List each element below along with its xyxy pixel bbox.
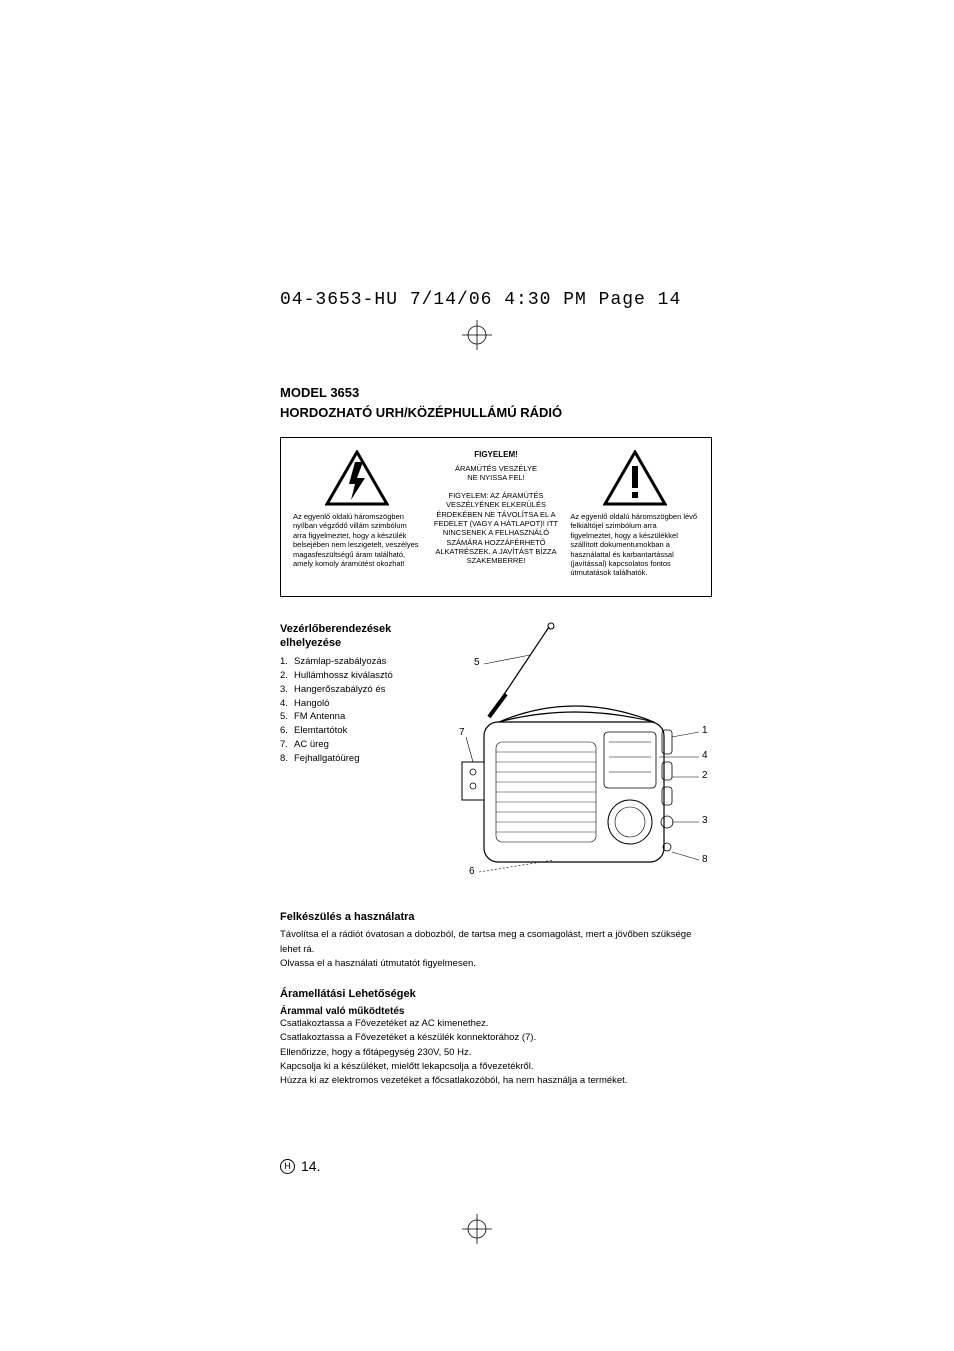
controls-item-label: Hangoló — [294, 698, 329, 709]
model-title: HORDOZHATÓ URH/KÖZÉPHULLÁMÚ RÁDIÓ — [280, 403, 904, 423]
controls-title-2: elhelyezése — [280, 637, 341, 649]
controls-title-1: Vezérlőberendezések — [280, 623, 391, 635]
prep-p2: Olvassa el a használati útmutatót figyel… — [280, 957, 712, 971]
radio-diagram: 5 7 6 1 4 2 3 8 — [444, 622, 712, 892]
controls-list: 1.Számlap-szabályozás 2.Hullámhossz kivá… — [280, 655, 430, 765]
lang-badge: H — [280, 1159, 295, 1174]
callout-8: 8 — [702, 854, 708, 865]
warning-center-sub1: ÁRAMÜTÉS VESZÉLYE — [432, 464, 561, 473]
cropmark-top — [50, 320, 904, 353]
controls-item-label: Számlap-szabályozás — [294, 656, 386, 667]
power-l5: Húzza ki az elektromos vezetéket a főcsa… — [280, 1074, 712, 1088]
warning-right: Az egyenlő oldalú háromszögben lévő felk… — [570, 450, 699, 578]
power-l3: Ellenőrizze, hogy a főtápegység 230V, 50… — [280, 1046, 712, 1060]
warning-right-text: Az egyenlő oldalú háromszögben lévő felk… — [570, 512, 699, 578]
model-number: MODEL 3653 — [280, 383, 904, 403]
callout-5: 5 — [474, 657, 480, 668]
callout-3: 3 — [702, 815, 708, 826]
controls-item-label: Hangerőszabályzó és — [294, 684, 385, 695]
page-footer: H 14. — [280, 1158, 904, 1174]
controls-item-label: AC üreg — [294, 739, 329, 750]
controls-item-num: 2. — [280, 669, 294, 683]
controls-column: Vezérlőberendezések elhelyezése 1.Számla… — [280, 622, 430, 892]
prep-p1: Távolítsa el a rádiót óvatosan a dobozbó… — [280, 928, 712, 957]
callout-2: 2 — [702, 770, 708, 781]
power-l1: Csatlakoztassa a Fővezetéket az AC kimen… — [280, 1017, 712, 1031]
power-title: Áramellátási Lehetőségek — [280, 987, 712, 1002]
warning-box: Az egyenlő oldalú háromszögben nyílban v… — [280, 437, 712, 597]
callout-6: 6 — [469, 866, 475, 877]
cropmark-bottom — [50, 1214, 904, 1247]
controls-item-label: Hullámhossz kiválasztó — [294, 670, 393, 681]
warning-center: FIGYELEM! ÁRAMÜTÉS VESZÉLYE NE NYISSA FE… — [432, 450, 561, 578]
controls-item-num: 7. — [280, 738, 294, 752]
callout-7: 7 — [459, 727, 465, 738]
callout-1: 1 — [702, 725, 708, 736]
model-block: MODEL 3653 HORDOZHATÓ URH/KÖZÉPHULLÁMÚ R… — [280, 383, 904, 422]
prep-title: Felkészülés a használatra — [280, 910, 712, 925]
power-sub: Árammal való működtetés — [280, 1006, 712, 1017]
controls-item-label: Elemtartótok — [294, 725, 347, 736]
warning-center-sub2: NE NYISSA FEL! — [432, 473, 561, 482]
callout-4: 4 — [702, 750, 708, 761]
power-l4: Kapcsolja ki a készüléket, mielőtt lekap… — [280, 1060, 712, 1074]
controls-item-num: 5. — [280, 710, 294, 724]
power-l2: Csatlakoztassa a Fővezetéket a készülék … — [280, 1031, 712, 1045]
page-number: 14. — [301, 1158, 320, 1174]
power-section: Áramellátási Lehetőségek Árammal való mű… — [280, 987, 712, 1088]
controls-item-num: 1. — [280, 655, 294, 669]
lightning-triangle-icon — [325, 450, 389, 506]
controls-item-num: 3. — [280, 683, 294, 697]
controls-item-num: 8. — [280, 752, 294, 766]
warning-left-text: Az egyenlő oldalú háromszögben nyílban v… — [293, 512, 422, 568]
controls-item-label: FM Antenna — [294, 711, 345, 722]
exclaim-triangle-icon — [603, 450, 667, 506]
controls-item-num: 6. — [280, 724, 294, 738]
controls-item-num: 4. — [280, 697, 294, 711]
warning-center-title: FIGYELEM! — [432, 450, 561, 460]
prep-section: Felkészülés a használatra Távolítsa el a… — [280, 910, 712, 972]
warning-left: Az egyenlő oldalú háromszögben nyílban v… — [293, 450, 422, 578]
warning-center-para: FIGYELEM: AZ ÁRAMÜTÉS VESZÉLYÉNEK ELKERÜ… — [432, 491, 561, 566]
crop-header: 04-3653-HU 7/14/06 4:30 PM Page 14 — [280, 290, 904, 310]
controls-item-label: Fejhallgatóüreg — [294, 753, 360, 764]
